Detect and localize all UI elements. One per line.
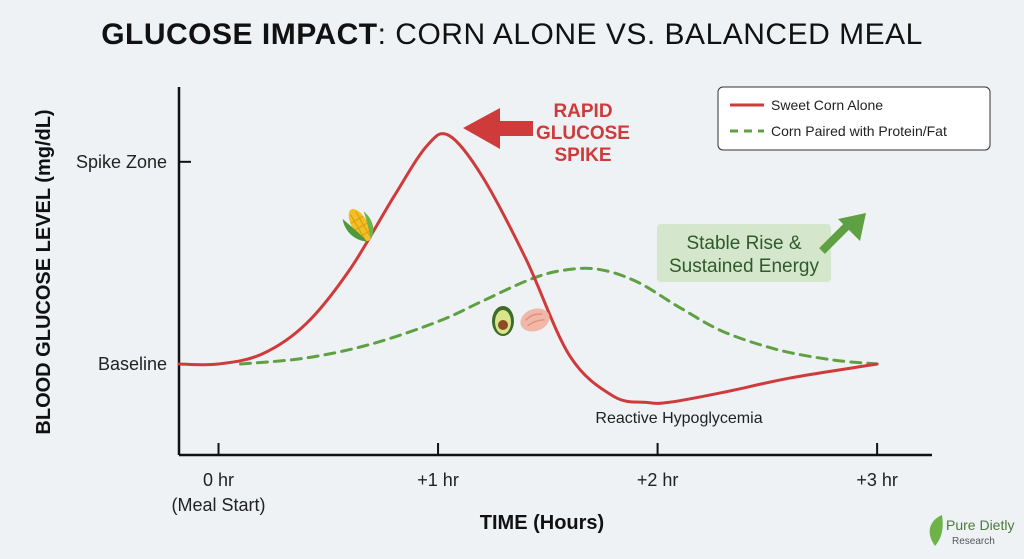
stable-text-line1: Stable Rise & — [686, 233, 801, 254]
legend-label-balanced: Corn Paired with Protein/Fat — [771, 123, 947, 139]
x-axis-title: TIME (Hours) — [480, 512, 604, 534]
leaf-icon — [929, 515, 943, 546]
stable-annotation: Stable Rise & Sustained Energy — [657, 213, 866, 282]
stable-annotation-box — [657, 224, 831, 282]
x-tick-sublabel: (Meal Start) — [172, 495, 266, 515]
x-tick-label: +1 hr — [417, 470, 459, 490]
page-title-bold: GLUCOSE IMPACT — [101, 18, 378, 51]
legend-box — [717, 86, 991, 151]
green-arrow-icon — [819, 223, 850, 254]
spike-text-line1: RAPID — [553, 101, 612, 122]
chart-axes — [177, 87, 932, 457]
green-arrowhead-icon — [838, 213, 866, 241]
y-axis-title: BLOOD GLUCOSE LEVEL (mg/dL) — [33, 109, 55, 434]
chicken-icon — [520, 308, 550, 332]
hypo-annotation: Reactive Hypoglycemia — [595, 410, 762, 427]
spike-text-line3: SPIKE — [554, 145, 611, 166]
red-arrow-icon — [463, 108, 533, 149]
legend-item-balanced: Corn Paired with Protein/Fat — [730, 123, 947, 139]
y-tick-label: Baseline — [98, 354, 167, 374]
page-title-rest: : CORN ALONE VS. BALANCED MEAL — [377, 18, 923, 51]
chart-series — [177, 132, 879, 405]
legend: Sweet Corn Alone Corn Paired with Protei… — [717, 86, 991, 151]
spike-text-line2: GLUCOSE — [536, 123, 630, 144]
legend-label-corn-alone: Sweet Corn Alone — [771, 97, 883, 113]
brand-sub: Research — [952, 536, 995, 547]
y-tick-label: Spike Zone — [76, 152, 167, 172]
x-tick-label: +2 hr — [637, 470, 679, 490]
legend-item-corn-alone: Sweet Corn Alone — [730, 97, 883, 113]
brand-name: Pure Dietly — [946, 517, 1014, 533]
page-title: GLUCOSE IMPACT: CORN ALONE VS. BALANCED … — [0, 18, 1024, 52]
chart-ticks: 0 hr (Meal Start) +1 hr +2 hr +3 hr Baseline S… — [76, 152, 898, 515]
series-line-corn-alone — [177, 132, 879, 405]
x-tick-label: +3 hr — [856, 470, 898, 490]
brand-logo: Pure Dietly Research — [929, 515, 1014, 547]
corn-icon — [342, 208, 374, 242]
spike-annotation: RAPID GLUCOSE SPIKE — [463, 101, 630, 166]
series-line-balanced — [239, 266, 879, 366]
x-tick-label: 0 hr — [203, 470, 234, 490]
stable-text-line2: Sustained Energy — [669, 256, 819, 277]
avocado-icon — [492, 306, 514, 336]
